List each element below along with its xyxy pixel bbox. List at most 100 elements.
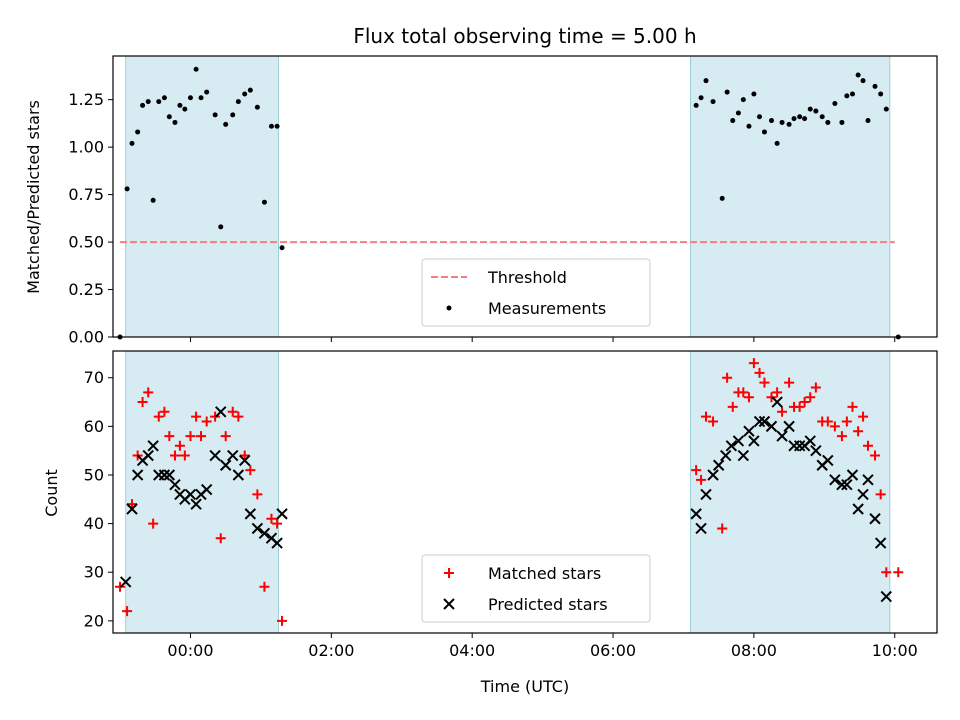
bottom-predicted-stars-point (758, 415, 771, 428)
bottom-predicted-stars-point (836, 478, 848, 491)
bottom-matched-stars-point (870, 450, 881, 461)
bottom-matched-stars-point (127, 499, 138, 510)
top-measurements-point (261, 199, 267, 205)
bottom-y-axis-label: Count (42, 469, 61, 517)
bottom-matched-stars-point (201, 416, 212, 427)
top-measurements-point (693, 102, 699, 108)
bottom-legend-label: Matched stars (488, 564, 601, 583)
bottom-axes-frame (112, 350, 938, 634)
bottom-matched-stars-point (858, 411, 869, 422)
bottom-matched-stars-point (893, 567, 904, 578)
bottom-matched-stars-point (153, 411, 164, 422)
bottom-predicted-stars-point (169, 478, 181, 491)
top-legend-box (421, 258, 651, 327)
bottom-predicted-stars-point (846, 469, 859, 481)
bottom-matched-stars-point (847, 401, 858, 412)
bottom-matched-stars-point (220, 431, 231, 442)
top-measurements-point (204, 89, 210, 95)
bottom-predicted-stars-point (190, 498, 202, 510)
bottom-matched-stars-point (164, 431, 175, 442)
bottom-matched-stars-point (185, 431, 196, 442)
bottom-predicted-stars-point (841, 478, 853, 491)
top-measurements-point (797, 114, 803, 120)
bottom-matched-stars-point (174, 440, 185, 451)
bottom-predicted-stars-point (707, 469, 719, 481)
top-y-tick-label: 1.00 (68, 138, 104, 157)
top-measurements-point (156, 99, 162, 105)
bottom-matched-stars-point (881, 567, 892, 578)
bottom-predicted-stars-point (852, 503, 864, 515)
top-measurements-point (242, 91, 248, 97)
bottom-matched-stars-point (143, 387, 154, 398)
bottom-predicted-stars-point (184, 488, 197, 501)
bottom-predicted-stars-point (209, 449, 221, 462)
bottom-predicted-stars-point (829, 474, 841, 486)
bottom-matched-stars-point (196, 431, 207, 442)
top-measurements-point (832, 100, 838, 106)
bottom-matched-stars-point (759, 377, 770, 388)
bottom-matched-stars-point (748, 358, 759, 369)
bottom-matched-stars-point (738, 387, 749, 398)
bottom-matched-stars-point (743, 392, 754, 403)
bottom-predicted-stars-point (874, 537, 887, 549)
top-measurements-point (198, 95, 204, 101)
bottom-predicted-stars-point (119, 576, 132, 588)
top-y-tick-label: 0.50 (68, 233, 104, 252)
bottom-predicted-stars-point (776, 430, 788, 442)
bottom-predicted-stars-point (783, 420, 795, 433)
bottom-predicted-stars-point (737, 449, 750, 462)
bottom-predicted-stars-point (158, 469, 171, 481)
bottom-matched-stars-point (277, 615, 288, 626)
top-y-tick-label: 0.00 (68, 328, 104, 347)
bottom-matched-stars-point (122, 606, 133, 617)
bottom-matched-stars-point (169, 450, 180, 461)
bottom-legend-box (421, 554, 651, 623)
top-measurements-point (844, 93, 850, 99)
top-measurements-point (878, 91, 884, 97)
top-measurements-point (235, 99, 241, 105)
top-observing-window-0 (125, 55, 280, 338)
top-y-axis-label: Matched/Predicted stars (24, 100, 43, 294)
bottom-matched-stars-point (727, 401, 738, 412)
x-tick-label: 10:00 (872, 641, 918, 660)
top-legend-label: Threshold (487, 268, 567, 287)
top-measurements-point (802, 116, 808, 122)
bottom-predicted-stars-point (720, 449, 732, 462)
bottom-legend-marker (444, 568, 454, 578)
bottom-predicted-stars-point (131, 469, 144, 481)
bottom-matched-stars-point (700, 411, 711, 422)
x-tick-label: 02:00 (308, 641, 354, 660)
top-measurements-point (740, 97, 746, 103)
bottom-predicted-stars-point (753, 415, 766, 428)
top-measurements-point (724, 89, 730, 95)
top-measurements-point (807, 106, 813, 112)
top-measurements-point (757, 114, 763, 120)
bottom-matched-stars-point (772, 387, 783, 398)
bottom-predicted-stars-point (695, 522, 707, 535)
bottom-matched-stars-point (708, 416, 719, 427)
x-tick-label: 00:00 (167, 641, 213, 660)
bottom-legend-label: Predicted stars (488, 595, 608, 614)
bottom-matched-stars-point (233, 411, 244, 422)
top-measurements-point (135, 129, 141, 135)
top-measurements-point (865, 118, 871, 124)
bottom-matched-stars-point (810, 382, 821, 393)
bottom-matched-stars-point (862, 440, 873, 451)
count-panel: 20 30 40 50 60 70 00:00 02:00 04:00 06:00 08:00 10:… (84, 350, 938, 660)
bottom-y-tick-label: 60 (84, 417, 104, 436)
bottom-matched-stars-point (777, 406, 788, 417)
bottom-predicted-stars-point (793, 440, 806, 452)
top-measurements-point (746, 123, 752, 129)
bottom-predicted-stars-point (271, 537, 283, 549)
bottom-y-tick-label: 30 (84, 563, 104, 582)
bottom-matched-stars-point (754, 367, 765, 378)
top-measurements-point (872, 83, 878, 89)
bottom-predicted-stars-point (748, 435, 760, 447)
top-measurements-point (193, 66, 199, 72)
top-measurements-point (786, 121, 792, 127)
bottom-predicted-stars-point (804, 435, 816, 447)
x-tick-label: 04:00 (449, 641, 495, 660)
top-measurements-point (140, 102, 146, 108)
bottom-y-tick-label: 40 (84, 514, 104, 533)
top-measurements-point (279, 245, 285, 251)
